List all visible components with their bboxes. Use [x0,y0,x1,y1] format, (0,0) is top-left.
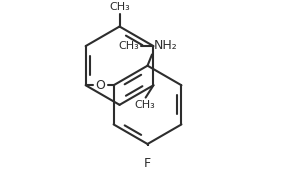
Text: CH₃: CH₃ [134,100,155,110]
Text: F: F [144,157,151,170]
Text: O: O [95,79,105,92]
Text: NH₂: NH₂ [154,39,178,52]
Text: CH₃: CH₃ [119,41,140,51]
Text: CH₃: CH₃ [109,2,130,12]
